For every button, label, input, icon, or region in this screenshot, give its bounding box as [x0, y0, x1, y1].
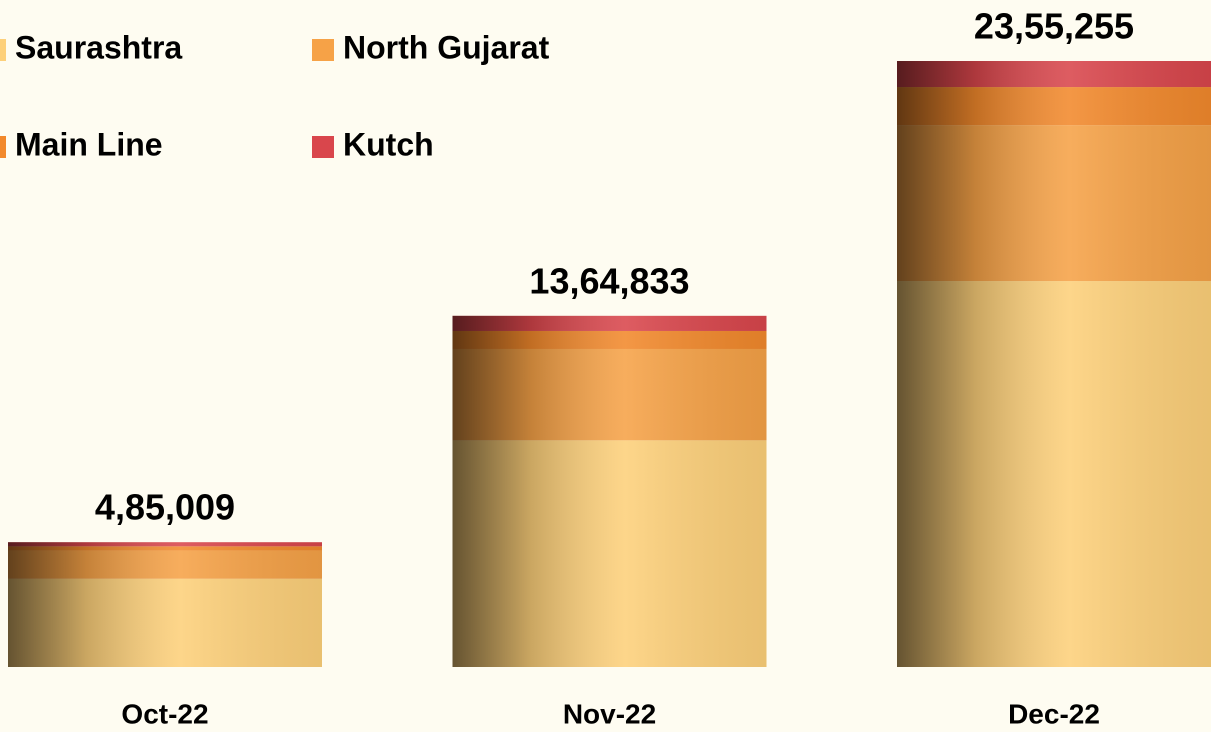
bar-shading: [8, 542, 322, 667]
x-tick-label: Oct-22: [121, 698, 208, 729]
bar-shading: [452, 315, 767, 667]
legend-label: North Gujarat: [343, 29, 550, 65]
x-tick-label: Dec-22: [1008, 698, 1100, 729]
legend-swatch: [312, 136, 334, 158]
bar-shading: [897, 61, 1211, 667]
legend-label: Main Line: [15, 126, 163, 162]
total-label: 13,64,833: [529, 260, 689, 301]
total-label: 4,85,009: [95, 487, 235, 528]
legend-label: Kutch: [343, 126, 434, 162]
x-tick-label: Nov-22: [563, 698, 656, 729]
legend-label: Saurashtra: [15, 29, 182, 65]
legend-swatch: [0, 39, 6, 61]
total-label: 23,55,255: [974, 6, 1134, 47]
legend-swatch: [312, 39, 334, 61]
legend-swatch: [0, 136, 6, 158]
